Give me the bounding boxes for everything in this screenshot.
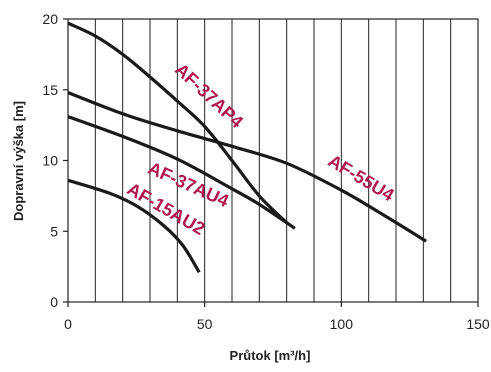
y-axis-title: Dopravní výška [m] bbox=[11, 101, 26, 221]
series-layer bbox=[67, 21, 427, 274]
y-tick-label: 0 bbox=[50, 294, 58, 310]
grid-layer bbox=[94, 19, 452, 302]
x-tick-label: 100 bbox=[330, 316, 354, 332]
series-label-af-55u4: AF-55U4 bbox=[325, 150, 398, 205]
series-line-af-15au2 bbox=[67, 178, 201, 274]
x-tick-label: 0 bbox=[64, 316, 72, 332]
y-tick-label: 20 bbox=[42, 11, 58, 27]
x-tick-label: 50 bbox=[197, 316, 213, 332]
series-line-af-55u4 bbox=[67, 91, 427, 243]
y-tick-label: 15 bbox=[42, 82, 58, 98]
y-tick-label: 5 bbox=[50, 223, 58, 239]
x-tick-label: 150 bbox=[466, 316, 490, 332]
series-line-af-37au4 bbox=[67, 115, 296, 230]
series-line-af-37ap4 bbox=[67, 21, 288, 224]
axis-layer: 0 5 10 15 20 0 50 100 150 bbox=[42, 11, 489, 332]
y-tick-label: 10 bbox=[42, 153, 58, 169]
series-label-af-37ap4: AF-37AP4 bbox=[171, 59, 247, 132]
x-axis-title: Průtok [m³/h] bbox=[230, 348, 311, 363]
